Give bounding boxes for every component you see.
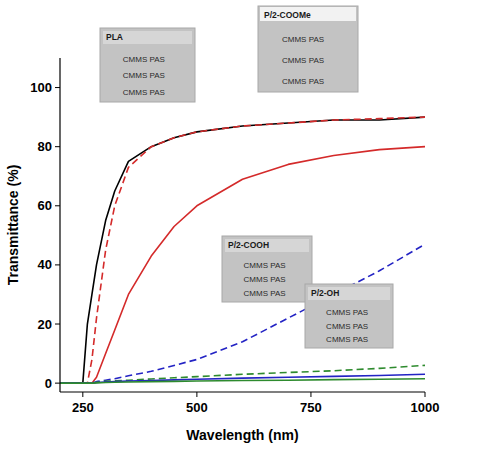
series-line: [60, 374, 425, 383]
x-tick-label: 250: [72, 400, 94, 415]
y-tick: [55, 264, 60, 265]
x-axis: [60, 391, 425, 392]
inset-row-text: CMMS PAS: [326, 322, 368, 331]
y-tick: [55, 324, 60, 325]
inset-row-text: CMMS PAS: [326, 308, 368, 317]
series-line: [60, 379, 425, 383]
y-tick-label: 20: [38, 317, 52, 332]
series-group: [60, 117, 425, 383]
inset-row-text: CMMS PAS: [326, 335, 368, 344]
y-axis-title: Transmittance (%): [5, 165, 21, 286]
inset-row-text: CMMS PAS: [282, 77, 324, 86]
y-tick-label: 100: [30, 80, 52, 95]
inset-photo: PLA CMMS PAS CMMS PAS CMMS PAS: [100, 28, 195, 102]
inset-label-patch: [103, 31, 192, 44]
inset-row-text: CMMS PAS: [123, 55, 165, 64]
x-tick-label: 500: [186, 400, 208, 415]
y-tick: [55, 87, 60, 88]
inset-label-patch: [260, 7, 356, 21]
inset-row-text: CMMS PAS: [244, 289, 286, 298]
y-tick: [55, 383, 60, 384]
x-tick: [196, 392, 197, 397]
inset-photo: P/2-COOH CMMS PAS CMMS PAS CMMS PAS: [222, 236, 312, 302]
y-axis: [59, 58, 60, 392]
chart: 250 500 750 1000 0 20 40 60 80 100 Wavelength (nm)…: [0, 0, 483, 466]
inset-background: [305, 284, 393, 348]
inset-photo: P/2-OH CMMS PAS CMMS PAS CMMS PAS: [305, 284, 393, 348]
series-line: [60, 117, 425, 383]
inset-label-patch: [225, 239, 309, 252]
inset-row-text: CMMS PAS: [123, 71, 165, 80]
inset-photo: P/2-COOMe CMMS PAS CMMS PAS CMMS PAS: [258, 6, 358, 92]
inset-background: [100, 28, 195, 102]
series-line: [60, 147, 425, 383]
y-tick-label: 60: [38, 198, 52, 213]
x-tick-label: 1000: [411, 400, 440, 415]
series-line: [60, 365, 425, 383]
y-tick-label: 0: [45, 376, 52, 391]
inset-row-text: CMMS PAS: [282, 35, 324, 44]
inset-label: P/2-COOMe: [264, 10, 311, 20]
x-tick: [310, 392, 311, 397]
x-tick-label: 750: [300, 400, 322, 415]
y-tick-label: 80: [38, 139, 52, 154]
inset-label: P/2-COOH: [228, 240, 269, 250]
inset-background: [258, 6, 358, 92]
inset-row-text: CMMS PAS: [282, 56, 324, 65]
x-tick: [82, 392, 83, 397]
inset-background: [222, 236, 312, 302]
inset-row-text: CMMS PAS: [244, 275, 286, 284]
inset-label: PLA: [106, 32, 123, 42]
inset-row-text: CMMS PAS: [123, 88, 165, 97]
inset-row-text: CMMS PAS: [244, 261, 286, 270]
y-tick-label: 40: [38, 257, 52, 272]
x-axis-title: Wavelength (nm): [186, 427, 298, 443]
y-tick: [55, 146, 60, 147]
y-tick: [55, 205, 60, 206]
x-tick: [425, 392, 426, 397]
inset-label: P/2-OH: [311, 288, 339, 298]
inset-label-patch: [308, 287, 390, 300]
series-line: [60, 117, 425, 383]
